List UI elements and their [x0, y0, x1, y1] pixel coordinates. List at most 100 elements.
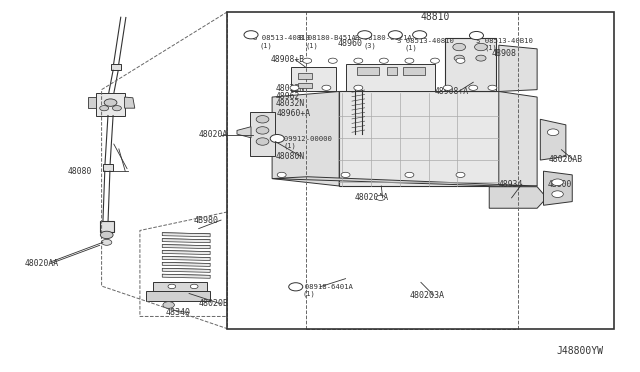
Circle shape: [190, 284, 198, 289]
Text: J48800YW: J48800YW: [556, 346, 604, 356]
Circle shape: [476, 55, 486, 61]
Text: 48908+B: 48908+B: [271, 55, 305, 64]
Text: 48962: 48962: [275, 92, 300, 101]
Circle shape: [100, 106, 109, 111]
Text: 48020AB: 48020AB: [548, 155, 583, 164]
Polygon shape: [97, 93, 125, 116]
Circle shape: [547, 129, 559, 136]
Polygon shape: [163, 256, 210, 260]
Text: 48340: 48340: [166, 308, 191, 317]
Polygon shape: [163, 274, 210, 278]
Text: S: S: [418, 32, 422, 37]
Text: 4B980: 4B980: [193, 216, 218, 225]
Text: (1): (1): [484, 45, 497, 51]
Circle shape: [376, 195, 385, 201]
Text: N: N: [293, 284, 298, 289]
Circle shape: [104, 99, 117, 106]
Circle shape: [552, 191, 563, 198]
Circle shape: [488, 85, 497, 90]
Circle shape: [405, 172, 414, 177]
Circle shape: [453, 43, 466, 51]
Circle shape: [289, 283, 303, 291]
Polygon shape: [499, 45, 537, 92]
Circle shape: [290, 85, 299, 90]
Circle shape: [354, 58, 363, 63]
Bar: [298, 83, 312, 88]
Text: 4B800: 4B800: [547, 180, 572, 189]
Circle shape: [270, 135, 284, 142]
Circle shape: [277, 172, 286, 177]
Polygon shape: [163, 262, 210, 266]
Bar: [227, 12, 614, 329]
Text: 48960: 48960: [337, 39, 362, 48]
Bar: [403, 67, 426, 75]
Circle shape: [328, 58, 337, 63]
Text: (3): (3): [364, 43, 376, 49]
Circle shape: [163, 302, 174, 308]
Circle shape: [380, 58, 388, 63]
Text: 48934: 48934: [499, 180, 523, 189]
Polygon shape: [163, 268, 210, 272]
Circle shape: [354, 85, 363, 90]
Text: S: S: [474, 33, 479, 38]
Circle shape: [244, 31, 258, 39]
Circle shape: [358, 31, 372, 39]
Circle shape: [454, 55, 465, 61]
Text: 48080N: 48080N: [275, 152, 305, 161]
Circle shape: [168, 284, 175, 289]
Circle shape: [405, 58, 414, 63]
Circle shape: [456, 58, 465, 63]
Polygon shape: [339, 92, 499, 186]
Circle shape: [303, 58, 312, 63]
Circle shape: [413, 31, 427, 39]
Text: S 08513-40B10: S 08513-40B10: [476, 38, 533, 44]
Text: (1): (1): [405, 45, 418, 51]
Polygon shape: [88, 97, 97, 108]
Polygon shape: [272, 92, 339, 186]
Text: B: B: [363, 32, 367, 37]
Polygon shape: [445, 38, 495, 92]
Circle shape: [468, 85, 477, 90]
Bar: [103, 164, 113, 171]
Text: S: S: [249, 32, 253, 37]
Circle shape: [552, 179, 563, 186]
Text: S 08513-40810: S 08513-40810: [397, 38, 454, 44]
Polygon shape: [272, 177, 537, 186]
Text: 48032N: 48032N: [275, 99, 305, 108]
Polygon shape: [346, 64, 435, 92]
Text: 48032N: 48032N: [275, 84, 305, 93]
Polygon shape: [291, 67, 336, 92]
Circle shape: [444, 85, 452, 90]
Circle shape: [456, 172, 465, 177]
Polygon shape: [163, 233, 210, 237]
Polygon shape: [163, 250, 210, 254]
Circle shape: [256, 138, 269, 145]
Polygon shape: [250, 112, 275, 156]
Text: B 08180-B451A: B 08180-B451A: [299, 35, 356, 41]
Polygon shape: [489, 187, 547, 208]
Circle shape: [469, 32, 483, 39]
Circle shape: [100, 231, 113, 238]
Bar: [298, 73, 312, 79]
Text: 48020AA: 48020AA: [355, 193, 389, 202]
Polygon shape: [163, 244, 210, 248]
Text: N 09912-00000: N 09912-00000: [275, 135, 332, 142]
Text: B: B: [393, 32, 397, 37]
Text: 48810: 48810: [420, 12, 450, 22]
Text: N 08918-6401A: N 08918-6401A: [296, 284, 353, 290]
Text: (1): (1): [305, 43, 318, 49]
Bar: [100, 221, 114, 232]
Polygon shape: [543, 171, 572, 205]
Bar: [111, 64, 122, 70]
Polygon shape: [540, 119, 566, 160]
Bar: [153, 282, 207, 291]
Bar: [387, 67, 397, 75]
Bar: [357, 67, 380, 75]
Text: N: N: [275, 136, 280, 141]
Text: (1): (1): [284, 143, 296, 149]
Text: 48908: 48908: [491, 49, 516, 58]
Text: 48960+A: 48960+A: [276, 109, 310, 118]
Circle shape: [431, 58, 440, 63]
Text: (1): (1): [259, 43, 272, 49]
Text: (1): (1): [302, 291, 315, 298]
